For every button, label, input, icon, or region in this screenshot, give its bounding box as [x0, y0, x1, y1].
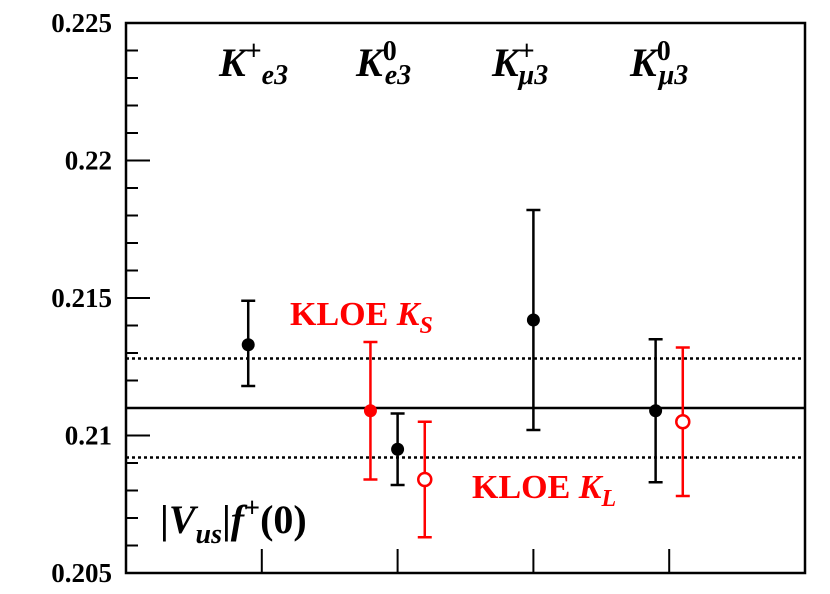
data-point: [241, 299, 256, 388]
point-marker: [675, 414, 691, 430]
y-tick-label: 0.21: [65, 421, 112, 451]
data-point: [363, 340, 378, 481]
y-tick-label: 0.205: [51, 558, 112, 588]
header-kmu3-plus: K+ μ3: [491, 36, 548, 91]
point-marker: [363, 404, 377, 418]
point-marker: [417, 471, 433, 488]
data-point: [675, 346, 691, 498]
point-marker: [649, 404, 663, 418]
plot-frame: [124, 21, 807, 575]
annotation-kloe-kl: KLOE KL: [472, 469, 616, 512]
point-marker: [526, 313, 540, 327]
header-kmu3-zero: K0 μ3: [629, 36, 688, 91]
header-ke3-zero: K0 e3: [355, 36, 411, 91]
y-tick-label: 0.225: [51, 8, 112, 38]
point-marker: [391, 442, 405, 456]
ticks-layer: 0.205 0.21 0.215 0.22 0.225: [51, 8, 671, 588]
y-quantity-label: |Vus|f+(0): [160, 493, 307, 550]
data-point: [648, 338, 663, 484]
annotation-kloe-ks: KLOE KS: [290, 296, 433, 339]
data-point: [526, 208, 541, 432]
reference-lines: [126, 357, 805, 459]
header-ke3-plus: K+e3: [218, 36, 288, 91]
data-point: [390, 412, 405, 487]
point-marker: [241, 338, 255, 352]
y-tick-label: 0.215: [51, 283, 112, 313]
data-point: [417, 420, 433, 539]
y-tick-label: 0.22: [65, 146, 112, 176]
data-points: [241, 208, 691, 539]
